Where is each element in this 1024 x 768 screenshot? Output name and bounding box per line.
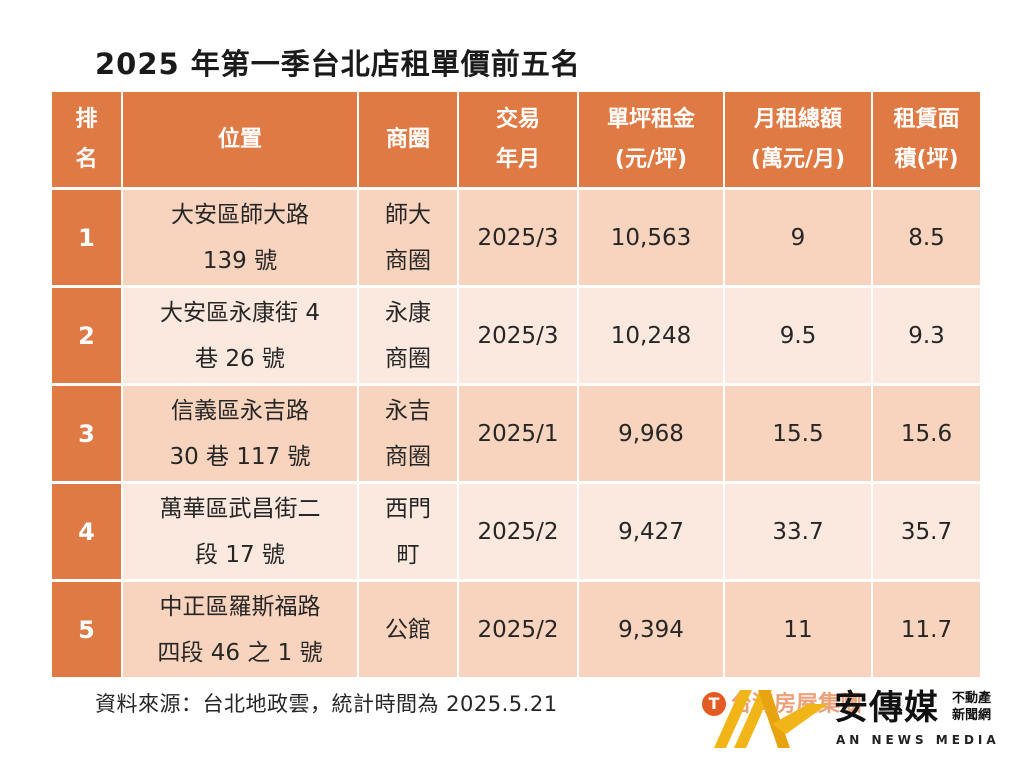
header-district: 商圈: [358, 92, 459, 189]
date-cell: 2025/1: [458, 383, 579, 483]
district-cell: 師大 商圈: [358, 187, 459, 287]
location-cell: 大安區師大路 139 號: [122, 187, 359, 287]
monthly-total-cell: 15.5: [724, 383, 873, 483]
media-watermark: 安傳媒 不動產 新聞網 AN NEWS MEDIA: [712, 684, 1012, 756]
rent-ranking-table: 排名 位置 商圈 交易 年月 單坪租金 (元/坪) 月租總額 (萬元/月) 租賃面 積(…: [52, 92, 980, 677]
unit-price-cell: 9,968: [578, 383, 725, 483]
an-logo-icon: [714, 690, 828, 748]
monthly-total-cell: 9: [724, 187, 873, 287]
rank-cell: 1: [52, 187, 123, 287]
header-date: 交易 年月: [458, 92, 579, 189]
table-header-row: 排名 位置 商圈 交易 年月 單坪租金 (元/坪) 月租總額 (萬元/月) 租賃面 積(…: [52, 92, 980, 189]
data-source-note: 資料來源：台北地政雲，統計時間為 2025.5.21: [95, 692, 558, 716]
header-area: 租賃面 積(坪): [872, 92, 980, 189]
rank-cell: 5: [52, 579, 123, 677]
location-cell: 中正區羅斯福路 四段 46 之 1 號: [122, 579, 359, 677]
header-location: 位置: [122, 92, 359, 189]
monthly-total-cell: 33.7: [724, 481, 873, 581]
watermark-english: AN NEWS MEDIA: [836, 733, 1000, 747]
area-cell: 35.7: [872, 481, 980, 581]
header-rank: 排名: [52, 92, 123, 189]
unit-price-cell: 9,394: [578, 579, 725, 677]
monthly-total-cell: 9.5: [724, 285, 873, 385]
date-cell: 2025/2: [458, 481, 579, 581]
watermark-subtitle: 不動產 新聞網: [952, 691, 992, 723]
district-cell: 永康 商圈: [358, 285, 459, 385]
table-row: 4 萬華區武昌街二段 17 號 西門町 2025/2 9,427 33.7 35…: [52, 481, 980, 581]
location-cell: 萬華區武昌街二段 17 號: [122, 481, 359, 581]
header-unit-price: 單坪租金 (元/坪): [578, 92, 725, 189]
area-cell: 11.7: [872, 579, 980, 677]
area-cell: 8.5: [872, 187, 980, 287]
district-cell: 永吉 商圈: [358, 383, 459, 483]
table-row: 3 信義區永吉路 30 巷 117 號 永吉 商圈 2025/1 9,968 15.…: [52, 383, 980, 483]
page-title: 2025 年第一季台北店租單價前五名: [95, 47, 581, 81]
unit-price-cell: 10,563: [578, 187, 725, 287]
date-cell: 2025/3: [458, 187, 579, 287]
unit-price-cell: 10,248: [578, 285, 725, 385]
monthly-total-cell: 11: [724, 579, 873, 677]
logo-t-icon: T: [702, 692, 726, 716]
district-cell: 公館: [358, 579, 459, 677]
rank-cell: 4: [52, 481, 123, 581]
rank-cell: 2: [52, 285, 123, 385]
header-monthly-total: 月租總額 (萬元/月): [724, 92, 873, 189]
district-cell: 西門町: [358, 481, 459, 581]
watermark-brand-name: 安傳媒: [834, 688, 939, 728]
date-cell: 2025/2: [458, 579, 579, 677]
area-cell: 15.6: [872, 383, 980, 483]
rank-cell: 3: [52, 383, 123, 483]
table-row: 5 中正區羅斯福路 四段 46 之 1 號 公館 2025/2 9,394 11 …: [52, 579, 980, 677]
date-cell: 2025/3: [458, 285, 579, 385]
area-cell: 9.3: [872, 285, 980, 385]
location-cell: 信義區永吉路 30 巷 117 號: [122, 383, 359, 483]
table-row: 1 大安區師大路 139 號 師大 商圈 2025/3 10,563 9 8.5: [52, 187, 980, 287]
unit-price-cell: 9,427: [578, 481, 725, 581]
